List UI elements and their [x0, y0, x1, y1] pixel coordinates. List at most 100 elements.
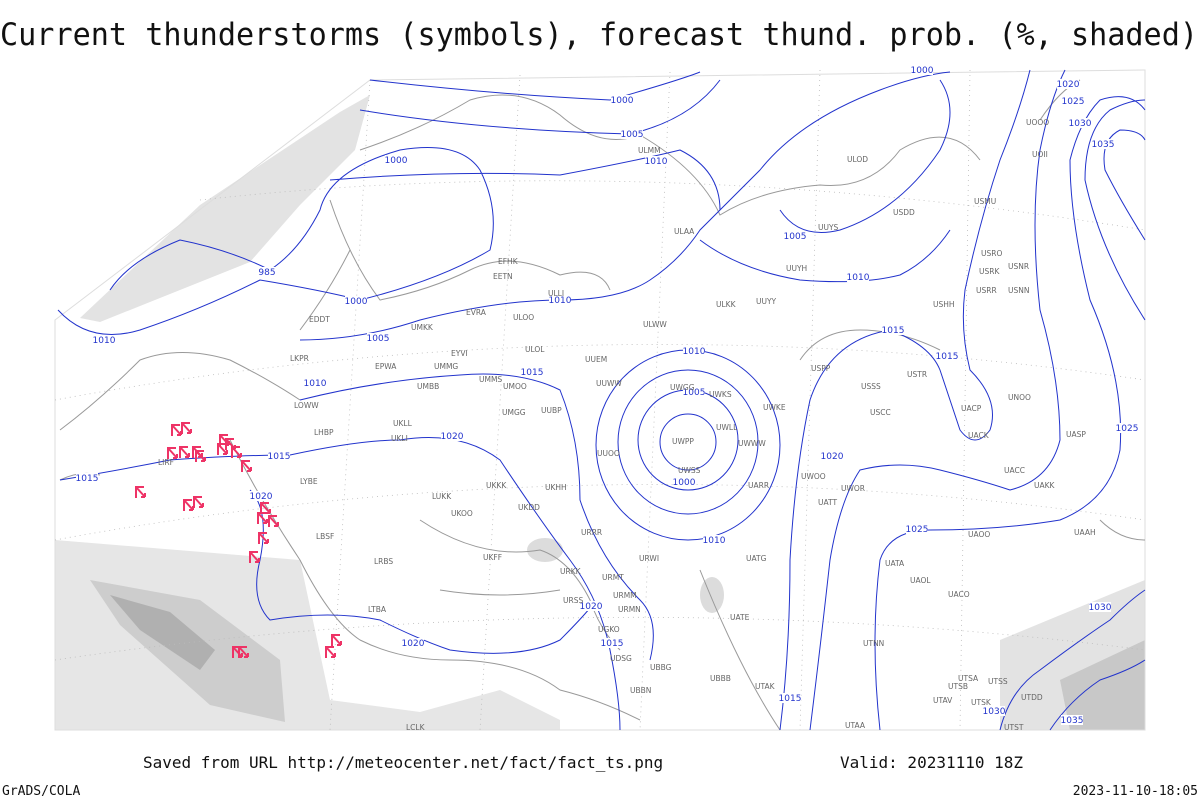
station-code: UTSS — [988, 677, 1008, 686]
station-code: UTSA — [958, 674, 979, 683]
station-code: UWWW — [738, 439, 766, 448]
station-code: UDSG — [610, 654, 632, 663]
isobar-label: 1000 — [611, 96, 634, 106]
station-code: URMM — [613, 591, 637, 600]
station-code: UKDD — [518, 503, 540, 512]
thunderstorm-symbol — [325, 646, 336, 658]
thunderstorm-symbol — [331, 634, 342, 646]
isobar-label: 1000 — [673, 478, 696, 488]
shade-light — [527, 538, 563, 562]
isobar — [299, 71, 951, 341]
station-code: UMKK — [411, 323, 434, 332]
station-code: UTST — [1004, 723, 1024, 732]
station-code: ULAA — [674, 227, 695, 236]
thunderstorm-symbol — [219, 434, 230, 446]
isobar-label: 1025 — [906, 525, 929, 535]
station-code: UOOO — [1026, 118, 1049, 127]
label-backdrop — [402, 638, 424, 648]
thunderstorm-symbol — [181, 422, 192, 434]
station-code: UNOO — [1008, 393, 1031, 402]
station-code: UMMG — [434, 362, 458, 371]
station-code: URWI — [639, 554, 659, 563]
station-codes: ULAA ULLI ULOO EFHK EETN EVRA UMKK EPWA UMMG UMMS… — [158, 118, 1096, 732]
station-code: USRR — [976, 286, 997, 295]
station-code: UBBN — [630, 686, 651, 695]
station-code: UTAA — [845, 721, 866, 730]
station-code: USDD — [893, 208, 915, 217]
station-code: URRR — [581, 528, 602, 537]
isobar-label: 1010 — [847, 273, 870, 283]
station-code: LCLK — [406, 723, 426, 732]
isobar-label: 1010 — [703, 536, 726, 546]
station-code: LYBE — [300, 477, 318, 486]
station-code: UACP — [961, 404, 982, 413]
isobar-label: 1015 — [76, 474, 99, 484]
coastlines — [59, 79, 1146, 731]
station-code: UKOO — [451, 509, 473, 518]
isobar-label: 1020 — [821, 452, 844, 462]
station-code: USTR — [907, 370, 927, 379]
station-code: LBSF — [316, 532, 334, 541]
station-code: EETN — [493, 272, 513, 281]
station-code: UKKK — [486, 481, 507, 490]
station-code: LRBS — [374, 557, 393, 566]
station-code: UATA — [885, 559, 905, 568]
station-code: EYVI — [451, 349, 468, 358]
station-code: UUYH — [786, 264, 807, 273]
station-code: UWGG — [670, 383, 695, 392]
station-code: UMGG — [502, 408, 526, 417]
label-backdrop — [601, 638, 623, 648]
shade-medium — [1060, 640, 1145, 730]
thunderstorm-symbol — [268, 515, 279, 527]
station-code: UACC — [1004, 466, 1025, 475]
isobar-label: 1020 — [250, 492, 273, 502]
station-code: UKFF — [483, 553, 502, 562]
station-code: UTSK — [971, 698, 992, 707]
label-backdrop — [256, 267, 278, 277]
isobar-label: 1030 — [983, 707, 1006, 717]
station-code: UWKE — [763, 403, 786, 412]
shade-light — [55, 540, 560, 730]
thunderstorm-symbol — [257, 512, 268, 524]
isobar-label: 1010 — [645, 157, 668, 167]
isobar-label: 985 — [258, 268, 275, 278]
label-backdrop — [385, 155, 407, 165]
isobar-label: 1015 — [268, 452, 291, 462]
station-code: UWOR — [841, 484, 865, 493]
label-backdrop — [1061, 715, 1083, 725]
station-code: LUKK — [432, 492, 452, 501]
thunderstorm-symbol — [167, 447, 178, 459]
station-code: UWLL — [716, 423, 738, 432]
thunderstorm-symbol — [258, 532, 269, 544]
isobar-label: 1030 — [1069, 119, 1092, 129]
thunderstorm-symbol — [171, 424, 182, 436]
station-code: USNN — [1008, 286, 1029, 295]
isobar-label: 1020 — [1057, 80, 1080, 90]
label-backdrop — [1116, 423, 1138, 433]
station-code: LHBP — [314, 428, 334, 437]
isobar-label: 1000 — [385, 156, 408, 166]
station-code: ULMM — [638, 146, 661, 155]
isobar-label: 1000 — [345, 297, 368, 307]
source-url: Saved from URL http://meteocenter.net/fa… — [143, 753, 663, 772]
isobar-label: 1015 — [521, 368, 544, 378]
station-code: USMU — [974, 197, 996, 206]
label-backdrop — [645, 156, 667, 166]
station-code: UWKS — [709, 390, 732, 399]
label-backdrop — [911, 65, 933, 75]
credit: GrADS/COLA — [2, 784, 80, 799]
thunderstorm-symbol — [249, 551, 260, 563]
isobar-label: 1015 — [779, 694, 802, 704]
station-code: UARR — [748, 481, 769, 490]
isobar-labels: 1000 1005 1010 1000 1020 1025 1030 1035 1000 985 1… — [76, 65, 1138, 726]
isobar-label: 1005 — [367, 334, 390, 344]
label-backdrop — [906, 524, 928, 534]
label-backdrop — [683, 387, 705, 397]
station-code: ULLI — [548, 289, 564, 298]
station-code: LTBA — [368, 605, 387, 614]
station-code: ULKK — [716, 300, 737, 309]
station-code: UBBG — [650, 663, 672, 672]
label-backdrop — [882, 325, 904, 335]
station-code: USRK — [979, 267, 1000, 276]
label-backdrop — [304, 378, 326, 388]
